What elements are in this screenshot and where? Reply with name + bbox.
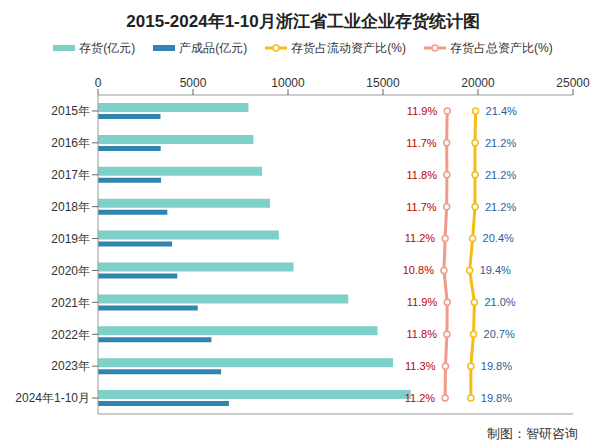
svg-text:20.4%: 20.4% (483, 232, 514, 244)
svg-text:11.8%: 11.8% (407, 328, 438, 340)
svg-text:2020年: 2020年 (51, 264, 90, 278)
html-text:存货占流动资产比(%): 存货占流动资产比(%) (291, 40, 406, 55)
svg-text:5000: 5000 (180, 76, 207, 90)
svg-text:11.8%: 11.8% (407, 169, 438, 181)
svg-text:11.9%: 11.9% (407, 296, 438, 308)
svg-text:2018年: 2018年 (51, 200, 90, 214)
svg-text:20000: 20000 (461, 76, 495, 90)
svg-text:15000: 15000 (366, 76, 400, 90)
svg-text:21.2%: 21.2% (485, 137, 516, 149)
svg-text:2015年: 2015年 (51, 104, 90, 118)
html-text:存货占总资产比(%): 存货占总资产比(%) (450, 40, 553, 55)
svg-text:11.2%: 11.2% (405, 392, 436, 404)
svg-text:10.8%: 10.8% (403, 264, 434, 276)
svg-text:19.4%: 19.4% (480, 264, 511, 276)
svg-text:10000: 10000 (271, 76, 305, 90)
svg-text:11.2%: 11.2% (405, 232, 436, 244)
svg-text:25000: 25000 (556, 76, 590, 90)
svg-text:21.0%: 21.0% (484, 296, 515, 308)
svg-text:2024年1-10月: 2024年1-10月 (15, 391, 90, 405)
svg-text:19.8%: 19.8% (481, 392, 512, 404)
svg-text:2023年: 2023年 (51, 359, 90, 373)
svg-text:21.2%: 21.2% (485, 169, 516, 181)
html-text:存货(亿元): 存货(亿元) (79, 40, 136, 55)
svg-text:21.4%: 21.4% (486, 105, 517, 117)
html-text:2015-2024年1-10月浙江省工业企业存货统计图: 2015-2024年1-10月浙江省工业企业存货统计图 (126, 12, 480, 31)
svg-text:2017年: 2017年 (51, 168, 90, 182)
svg-text:2022年: 2022年 (51, 328, 90, 342)
html-text:制图：智研咨询: 制图：智研咨询 (487, 426, 578, 441)
svg-text:11.7%: 11.7% (406, 201, 437, 213)
svg-text:11.9%: 11.9% (407, 105, 438, 117)
svg-text:19.8%: 19.8% (481, 360, 512, 372)
svg-text:11.3%: 11.3% (405, 360, 436, 372)
svg-text:0: 0 (95, 76, 102, 90)
html-text:产成品(亿元): 产成品(亿元) (179, 40, 248, 55)
svg-text:2021年: 2021年 (51, 296, 90, 310)
svg-text:21.2%: 21.2% (485, 201, 516, 213)
svg-text:2019年: 2019年 (51, 232, 90, 246)
svg-text:20.7%: 20.7% (484, 328, 515, 340)
svg-text:11.7%: 11.7% (406, 137, 437, 149)
svg-text:2016年: 2016年 (51, 136, 90, 150)
